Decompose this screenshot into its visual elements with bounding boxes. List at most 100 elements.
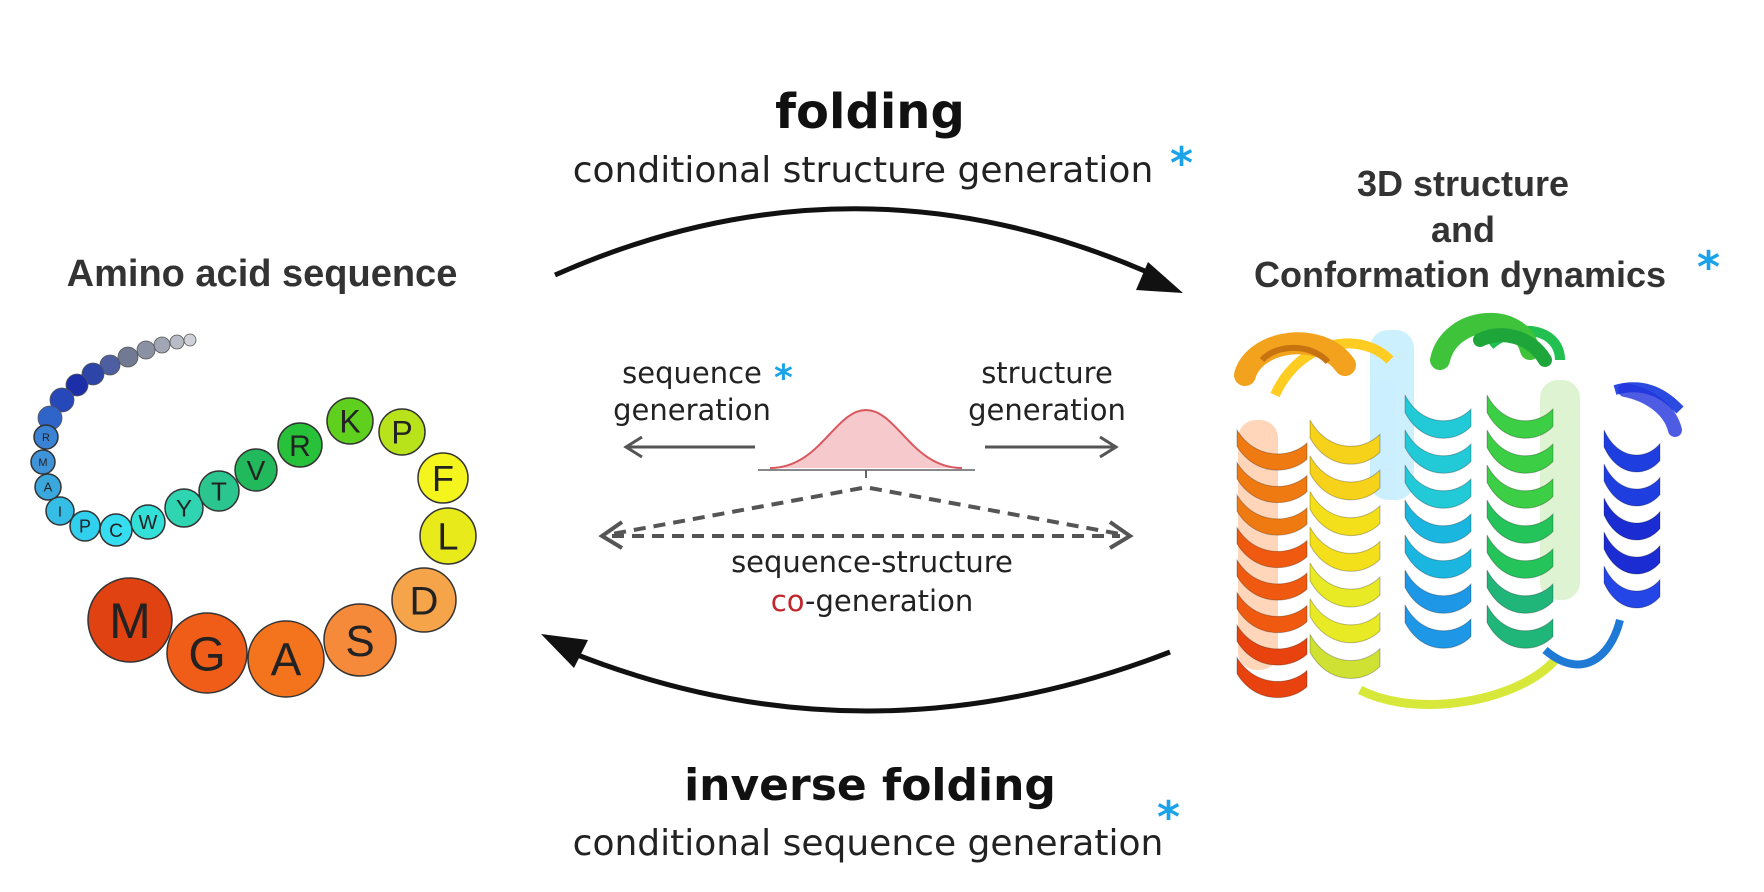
residue-letter: A: [271, 634, 302, 686]
residue-letter: P: [391, 415, 412, 451]
residue-bead: [378, 408, 426, 456]
helix-turn: [1236, 623, 1308, 666]
residue-bead: [277, 422, 323, 468]
residue-bead: [45, 496, 75, 526]
cogeneration-line2: co-generation: [771, 584, 973, 618]
residue-letter: M: [38, 457, 47, 469]
residue-letter: S: [345, 617, 374, 666]
folding-title: folding: [775, 84, 965, 140]
residue-bead: [326, 397, 374, 445]
residue-bead: [136, 340, 156, 360]
helix-turn: [1236, 558, 1308, 601]
helix-turn: [1486, 534, 1554, 579]
helix-turn: [1309, 455, 1381, 501]
inverse-folding-title: inverse folding: [684, 760, 1056, 811]
residue-bead: [117, 346, 139, 368]
residue-letter: D: [410, 579, 439, 623]
residue-letter: R: [42, 432, 50, 444]
helix-turn: [1309, 526, 1381, 572]
sequence-generation-line1: sequence: [622, 356, 762, 390]
residue-letter: A: [44, 480, 53, 495]
helix-turn: [1236, 493, 1308, 536]
residue-bead: [30, 449, 56, 475]
residue-bead: [87, 577, 173, 663]
helix-turn: [1309, 491, 1381, 537]
helix-turn: [1236, 428, 1308, 471]
helix-turn: [1404, 534, 1472, 579]
helix-turn: [1236, 655, 1308, 699]
helix-turn: [1236, 590, 1308, 634]
residue-letter: M: [109, 593, 151, 649]
folding-arrow: [553, 206, 1167, 283]
cogeneration-line1: sequence-structure: [731, 545, 1013, 579]
helix-turn: [1486, 569, 1554, 614]
helix-turn: [1309, 598, 1381, 644]
helix-turn: [1603, 565, 1661, 609]
folding-subtitle: conditional structure generation: [573, 150, 1154, 191]
helix-turn: [1309, 634, 1381, 679]
folding-asterisk: *: [1170, 138, 1193, 189]
helix-turn: [1404, 394, 1472, 439]
cogeneration-arrows: [611, 486, 1121, 538]
residue-letter: L: [437, 517, 458, 559]
residue-letter: T: [211, 476, 227, 506]
helix-turn: [1603, 463, 1661, 507]
structure-generation-line2: generation: [968, 393, 1126, 427]
inverse-folding-asterisk: *: [1157, 792, 1180, 843]
inverse-folding-arrowhead: [541, 634, 588, 668]
residue-letter: K: [339, 404, 360, 440]
sequence-generation-asterisk: *: [774, 358, 793, 399]
structure-asterisk: *: [1697, 242, 1720, 293]
residue-bead: [419, 507, 477, 565]
residue-bead: [33, 424, 59, 450]
residue-bead: [65, 373, 89, 397]
cogeneration-co: co: [771, 584, 805, 618]
structure-generation-line1: structure: [981, 356, 1113, 390]
helix-turn: [1603, 497, 1661, 541]
residue-bead: [323, 603, 397, 677]
residue-letter: I: [58, 503, 62, 520]
residue-bead: [130, 504, 166, 540]
structure-title-line3: Conformation dynamics: [1254, 254, 1666, 295]
helix-turn: [1603, 531, 1661, 575]
residue-bead: [234, 448, 278, 492]
residue-letter: W: [139, 512, 158, 534]
protein-ribbon-structure: [1234, 312, 1684, 709]
residue-bead: [81, 362, 105, 386]
helix-turn: [1404, 604, 1472, 649]
residue-letter: R: [289, 430, 311, 463]
residue-bead: [169, 334, 185, 350]
inverse-folding-subtitle: conditional sequence generation: [573, 823, 1164, 864]
helix-turn: [1486, 604, 1554, 649]
cogeneration-suffix: -generation: [805, 584, 973, 618]
helix-turn: [1404, 429, 1472, 474]
residue-bead: [164, 488, 204, 528]
helix-turn: [1404, 464, 1472, 509]
gaussian-distribution: [758, 408, 975, 478]
helix-turn: [1603, 429, 1661, 473]
residue-bead: [153, 336, 171, 354]
residue-letter: V: [247, 455, 266, 486]
residue-bead: [166, 612, 248, 694]
helix-turn: [1404, 499, 1472, 544]
residue-bead: [49, 387, 75, 413]
helix-turn: [1236, 460, 1308, 504]
residue-letter: C: [109, 521, 123, 542]
helix-turn: [1486, 464, 1554, 509]
helix-turn: [1236, 525, 1308, 569]
residue-letter: Y: [176, 496, 192, 523]
sequence-generation-line2: generation: [613, 393, 771, 427]
residue-bead: [198, 470, 240, 512]
residue-letter: G: [188, 628, 225, 681]
helix-turn: [1309, 562, 1381, 608]
helix-turn: [1486, 499, 1554, 544]
helix-turn: [1486, 394, 1554, 439]
residue-bead: [391, 567, 457, 633]
residue-bead: [34, 473, 62, 501]
residue-bead: [247, 620, 325, 698]
residue-bead: [417, 452, 469, 504]
folding-subtitle-text: conditional structure generation: [573, 150, 1154, 191]
